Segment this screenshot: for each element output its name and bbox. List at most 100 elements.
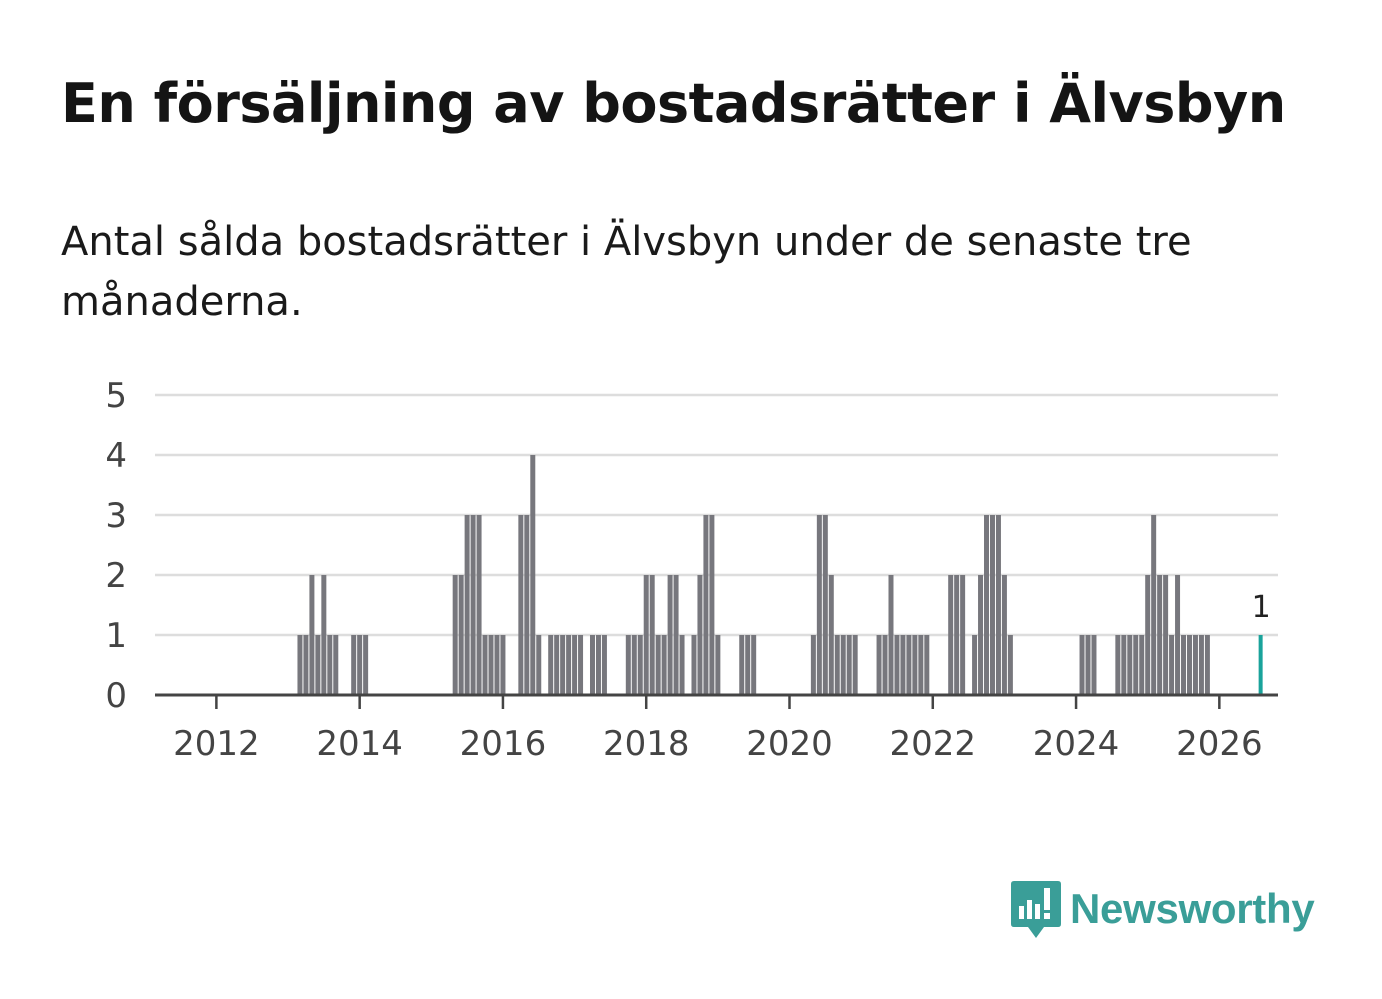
bar [494,635,500,695]
y-tick-label: 2 [105,556,127,596]
bar [822,515,828,695]
bar [1157,575,1163,695]
bar [1145,575,1151,695]
bar [482,635,488,695]
bar [458,575,464,695]
bar [834,635,840,695]
bar [810,635,816,695]
bar [1121,635,1127,695]
x-tick-label: 2020 [746,724,833,764]
bar [625,635,631,695]
bar [995,515,1001,695]
bar [900,635,906,695]
bar [488,635,494,695]
x-tick-label: 2026 [1176,724,1263,764]
bar [560,635,566,695]
bar [882,635,888,695]
bar [315,635,321,695]
bar [972,635,978,695]
newsworthy-chart-icon [1011,881,1061,938]
bar [697,575,703,695]
y-tick-label: 3 [105,496,127,536]
bar [1186,635,1192,695]
bar [661,635,667,695]
bar [1139,635,1145,695]
bar [524,515,530,695]
bar [470,515,476,695]
bar [578,635,584,695]
bar [1133,635,1139,695]
bar [673,575,679,695]
chart-title: En försäljning av bostadsrätter i Älvsby… [61,72,1286,135]
bar [906,635,912,695]
bar [1198,635,1204,695]
brand-name: Newsworthy [1070,885,1315,932]
bar [1169,635,1175,695]
bar [1204,635,1210,695]
bar [1151,515,1157,695]
y-tick-label: 4 [105,436,127,476]
bar [691,635,697,695]
bar [709,515,715,695]
bar [888,575,894,695]
bar-highlight [1258,635,1263,695]
bar [333,635,339,695]
bar [536,635,542,695]
bar [912,635,918,695]
bar [918,635,924,695]
bar [476,515,482,695]
bar [327,635,333,695]
bar [715,635,721,695]
bar [297,635,303,695]
bar [566,635,572,695]
bar [924,635,930,695]
chart-subtitle: Antal sålda bostadsrätter i Älvsbyn unde… [61,219,1192,325]
bar [894,635,900,695]
bar [1001,575,1007,695]
bar [572,635,578,695]
bar [1163,575,1169,695]
y-tick-label: 0 [105,676,127,716]
bar [500,635,506,695]
bar [948,575,954,695]
bar [1079,635,1085,695]
bar [548,635,554,695]
x-tick-label: 2012 [173,724,260,764]
bar [464,515,470,695]
y-tick-label: 1 [105,616,127,656]
bar [1085,635,1091,695]
bar [1091,635,1097,695]
bar [840,635,846,695]
bar [1181,635,1187,695]
bar [978,575,984,695]
bar [321,575,327,695]
x-tick-label: 2022 [890,724,977,764]
bar [363,635,369,695]
bar [637,635,643,695]
bar [1007,635,1013,695]
bar [954,575,960,695]
bar [751,635,757,695]
bar [739,635,745,695]
bar-chart: 0 1 2 3 4 5 1 2012 2014 2016 2018 2020 2022 2024 2026 [105,376,1278,764]
x-tick-label: 2018 [603,724,690,764]
bar [649,575,655,695]
bar [518,515,524,695]
bar [703,515,709,695]
bar [452,575,458,695]
x-tick-label: 2014 [316,724,403,764]
bar [816,515,822,695]
bar [989,515,995,695]
bar [1115,635,1121,695]
bar [679,635,685,695]
bar [876,635,882,695]
bar [655,635,661,695]
x-tick-label: 2024 [1033,724,1120,764]
bar [846,635,852,695]
bar [960,575,966,695]
highlight-value-label: 1 [1252,590,1271,625]
bar [643,575,649,695]
bar [601,635,607,695]
bar [984,515,990,695]
bar [589,635,595,695]
